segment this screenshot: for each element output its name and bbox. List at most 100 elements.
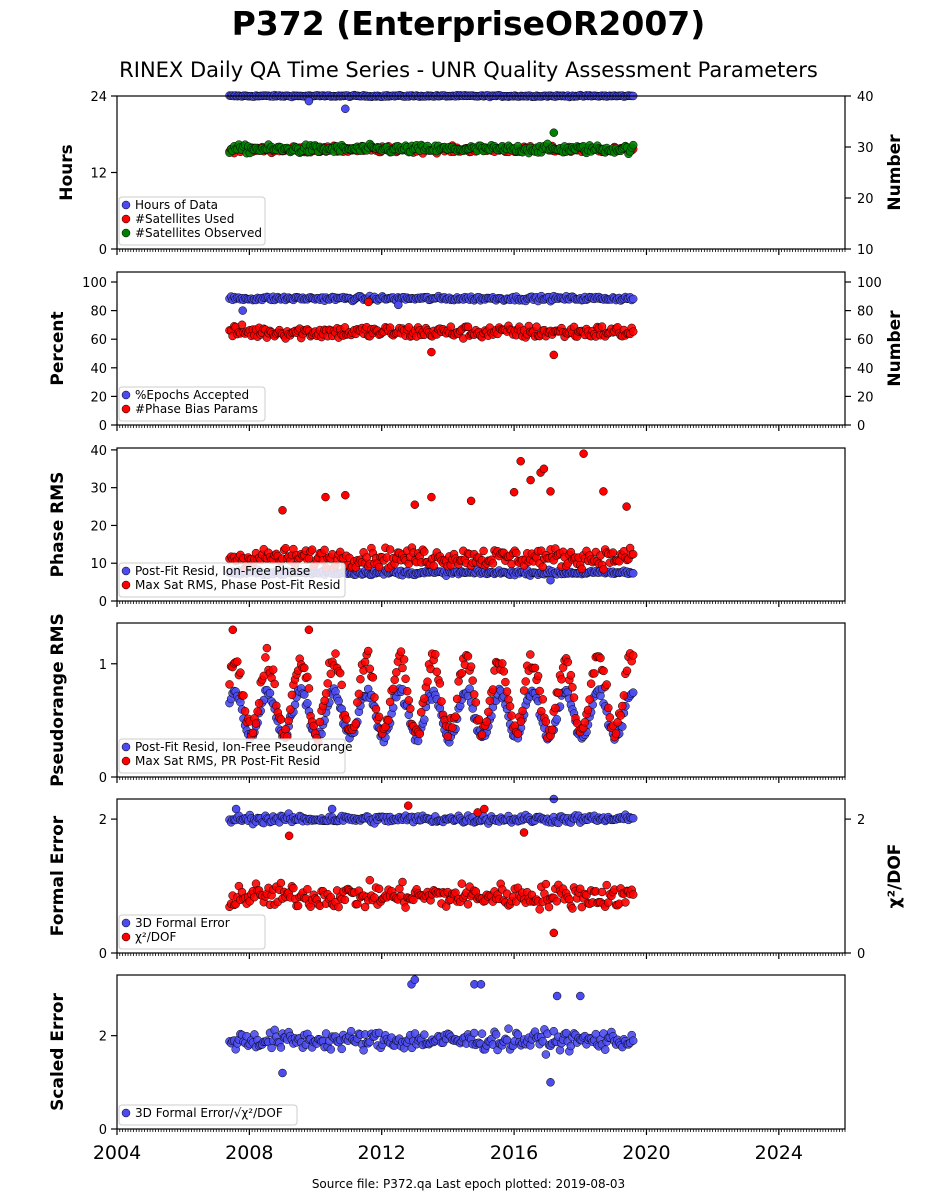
data-point [535,905,544,914]
data-point [388,684,398,694]
y2-tick-label: 60 [857,333,874,348]
legend-marker [121,566,131,576]
data-point [268,665,278,674]
data-point [331,649,340,658]
data-point [370,693,379,702]
data-point [507,711,516,720]
data-point [420,715,429,724]
data-point [399,655,409,664]
y-tick-label: 12 [90,167,107,182]
data-point-outlier [403,801,413,810]
series-1-1 [225,90,638,114]
y-tick-label: 1 [99,658,107,673]
y-tick-label: 40 [90,444,107,459]
y-axis-label: Percent [48,311,68,385]
data-point [619,691,629,700]
data-point [390,675,399,685]
data-point [501,677,510,687]
figure-title: P372 (EnterpriseOR2007) [231,4,706,43]
legend-label: Post-Fit Resid, Ion-Free Phase [135,564,310,578]
data-point [512,548,521,558]
y2-tick-label: 20 [857,192,874,207]
data-point-outlier [394,300,403,310]
legend-label: χ²/DOF [135,930,176,944]
data-point [374,884,384,894]
data-point [237,320,247,330]
data-point [356,674,365,684]
data-point [320,696,329,705]
y-tick-label: 0 [99,947,107,962]
y-tick-label: 0 [99,243,107,258]
data-point [485,696,495,706]
series-6-1 [225,975,638,1087]
data-point [519,686,529,695]
data-point [248,728,258,738]
data-point-outlier [278,1068,287,1078]
y2-tick-label: 40 [857,362,874,377]
y-tick-label: 60 [90,333,107,348]
y-tick-label: 0 [99,419,107,434]
data-point [541,879,551,889]
y-axis-label: Phase RMS [48,472,68,578]
data-point [401,903,410,912]
y-axis-label: Scaled Error [48,993,68,1111]
data-point [354,689,364,699]
data-point [557,675,566,684]
legend-label: Max Sat RMS, PR Post-Fit Resid [135,754,320,768]
y-tick-label: 20 [90,519,107,534]
data-point [321,689,331,698]
data-point-outlier [549,350,559,360]
y2-tick-label: 30 [857,141,874,156]
data-point [532,322,541,331]
data-point [303,884,312,894]
data-point [583,705,593,715]
data-point [604,703,613,713]
data-point [326,669,336,679]
y-tick-label: 24 [90,90,107,105]
data-point [365,875,375,885]
data-point [304,684,314,693]
x-tick-label: 2016 [490,1142,538,1164]
data-point-outlier [238,306,247,315]
data-point [307,545,317,554]
panel-3: 0 10 20 30 40 Phase RMS Post-Fit Resid, Ion-Fr… [48,444,846,610]
data-point [628,813,638,823]
data-point [602,680,611,689]
data-point [463,652,473,661]
series-5-1 [225,794,638,829]
data-point [555,1045,565,1055]
data-point [563,657,573,667]
data-point [431,650,440,659]
data-point [300,663,309,673]
data-point [254,699,264,708]
y-tick-label: 80 [90,305,107,320]
data-point [437,697,446,706]
data-point-outlier [427,347,436,357]
x-tick-label: 2024 [755,1142,803,1164]
data-point [353,698,362,707]
legend-label: %Epochs Accepted [135,388,249,402]
y-tick-label: 2 [99,813,107,828]
data-point [466,662,476,671]
data-point [596,653,605,663]
data-point [599,666,608,676]
data-point [401,674,410,684]
data-point [628,569,638,578]
data-point-outlier [466,496,476,506]
data-point [628,890,638,899]
legend-label: Post-Fit Resid, Ion-Free Pseudorange [135,740,353,754]
data-point-outlier [599,487,608,496]
legend-label: Hours of Data [135,198,218,212]
legend: %Epochs Accepted#Phase Bias Params [118,386,266,422]
data-point [270,679,279,689]
data-point [538,562,548,572]
data-point [448,723,457,732]
data-point [276,1043,286,1052]
data-point [396,647,406,656]
series-2-1 [225,291,638,315]
data-point [541,1050,551,1059]
x-tick-label: 2004 [93,1142,141,1164]
data-point [552,715,562,724]
data-point-outlier [549,128,559,137]
